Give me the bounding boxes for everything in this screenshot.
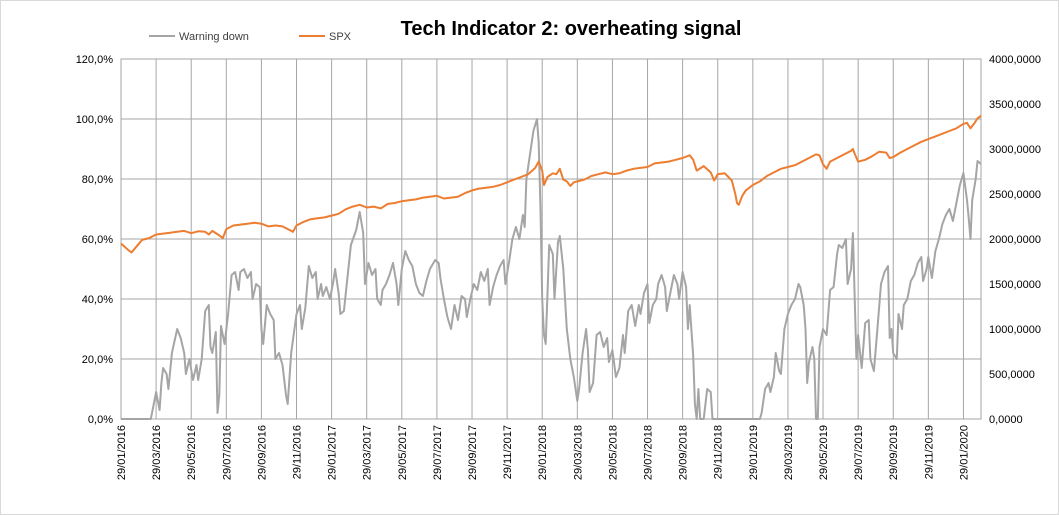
x-tick-label: 29/09/2019 xyxy=(888,425,900,480)
x-tick-label: 29/01/2020 xyxy=(958,425,970,480)
y-left-tick-label: 80,0% xyxy=(82,174,113,186)
y-right-tick-label: 2500,0000 xyxy=(989,189,1041,201)
y-left-tick-label: 120,0% xyxy=(76,54,114,66)
x-tick-label: 29/07/2019 xyxy=(853,425,865,480)
x-tick-label: 29/07/2017 xyxy=(432,425,444,480)
x-tick-label: 29/11/2018 xyxy=(713,425,725,479)
x-tick-label: 29/05/2016 xyxy=(186,425,198,480)
x-tick-label: 29/09/2017 xyxy=(467,425,479,480)
x-tick-label: 29/07/2018 xyxy=(643,425,655,480)
x-tick-label: 29/11/2019 xyxy=(923,425,935,479)
y-right-tick-label: 500,0000 xyxy=(989,369,1035,381)
series-line-warning-down xyxy=(121,118,982,420)
plot-border xyxy=(120,58,982,420)
y-left-tick-label: 100,0% xyxy=(76,114,114,126)
y-right-tick-label: 0,0000 xyxy=(989,414,1023,426)
gridlines xyxy=(120,58,981,420)
axes xyxy=(120,58,982,420)
y-left-tick-label: 60,0% xyxy=(82,234,113,246)
y-right-tick-label: 2000,0000 xyxy=(989,234,1041,246)
x-tick-label: 29/01/2016 xyxy=(116,425,128,480)
chart-title: Tech Indicator 2: overheating signal xyxy=(401,18,742,40)
legend: Warning down SPX xyxy=(149,31,352,43)
x-tick-label: 29/11/2016 xyxy=(292,425,304,479)
y-left-tick-label: 0,0% xyxy=(88,414,113,426)
y-left-tick-label: 20,0% xyxy=(82,354,113,366)
x-tick-labels: 29/01/2016 29/03/2016 29/05/2016 29/07/2016… xyxy=(116,425,970,480)
x-tick-label: 29/09/2016 xyxy=(256,425,268,480)
y-right-tick-label: 1000,0000 xyxy=(989,324,1041,336)
y-right-tick-labels: 0,0000 500,0000 1000,0000 1500,0000 2000,000… xyxy=(989,54,1041,426)
series-line-spx xyxy=(120,114,982,254)
y-right-tick-label: 3500,0000 xyxy=(989,99,1041,111)
x-tick-label: 29/03/2019 xyxy=(783,425,795,480)
y-right-tick-label: 1500,0000 xyxy=(989,279,1041,291)
series-lines xyxy=(120,114,982,420)
x-tick-label: 29/03/2017 xyxy=(362,425,374,480)
x-tick-label: 29/01/2017 xyxy=(327,425,339,480)
y-left-tick-label: 40,0% xyxy=(82,294,113,306)
legend-label: SPX xyxy=(329,31,352,43)
x-tick-label: 29/07/2016 xyxy=(221,425,233,480)
y-right-tick-label: 4000,0000 xyxy=(989,54,1041,66)
x-tick-label: 29/05/2019 xyxy=(818,425,830,480)
legend-label: Warning down xyxy=(179,31,249,43)
x-tick-label: 29/03/2016 xyxy=(151,425,163,480)
y-left-tick-labels: 0,0% 20,0% 40,0% 60,0% 80,0% 100,0% 120,0% xyxy=(76,54,114,426)
x-tick-label: 29/05/2018 xyxy=(607,425,619,480)
x-tick-label: 29/05/2017 xyxy=(397,425,409,480)
x-tick-label: 29/01/2018 xyxy=(537,425,549,480)
y-right-tick-label: 3000,0000 xyxy=(989,144,1041,156)
x-tick-label: 29/01/2019 xyxy=(748,425,760,480)
x-tick-label: 29/03/2018 xyxy=(572,425,584,480)
x-tick-label: 29/09/2018 xyxy=(678,425,690,480)
x-tick-label: 29/11/2017 xyxy=(502,425,514,479)
